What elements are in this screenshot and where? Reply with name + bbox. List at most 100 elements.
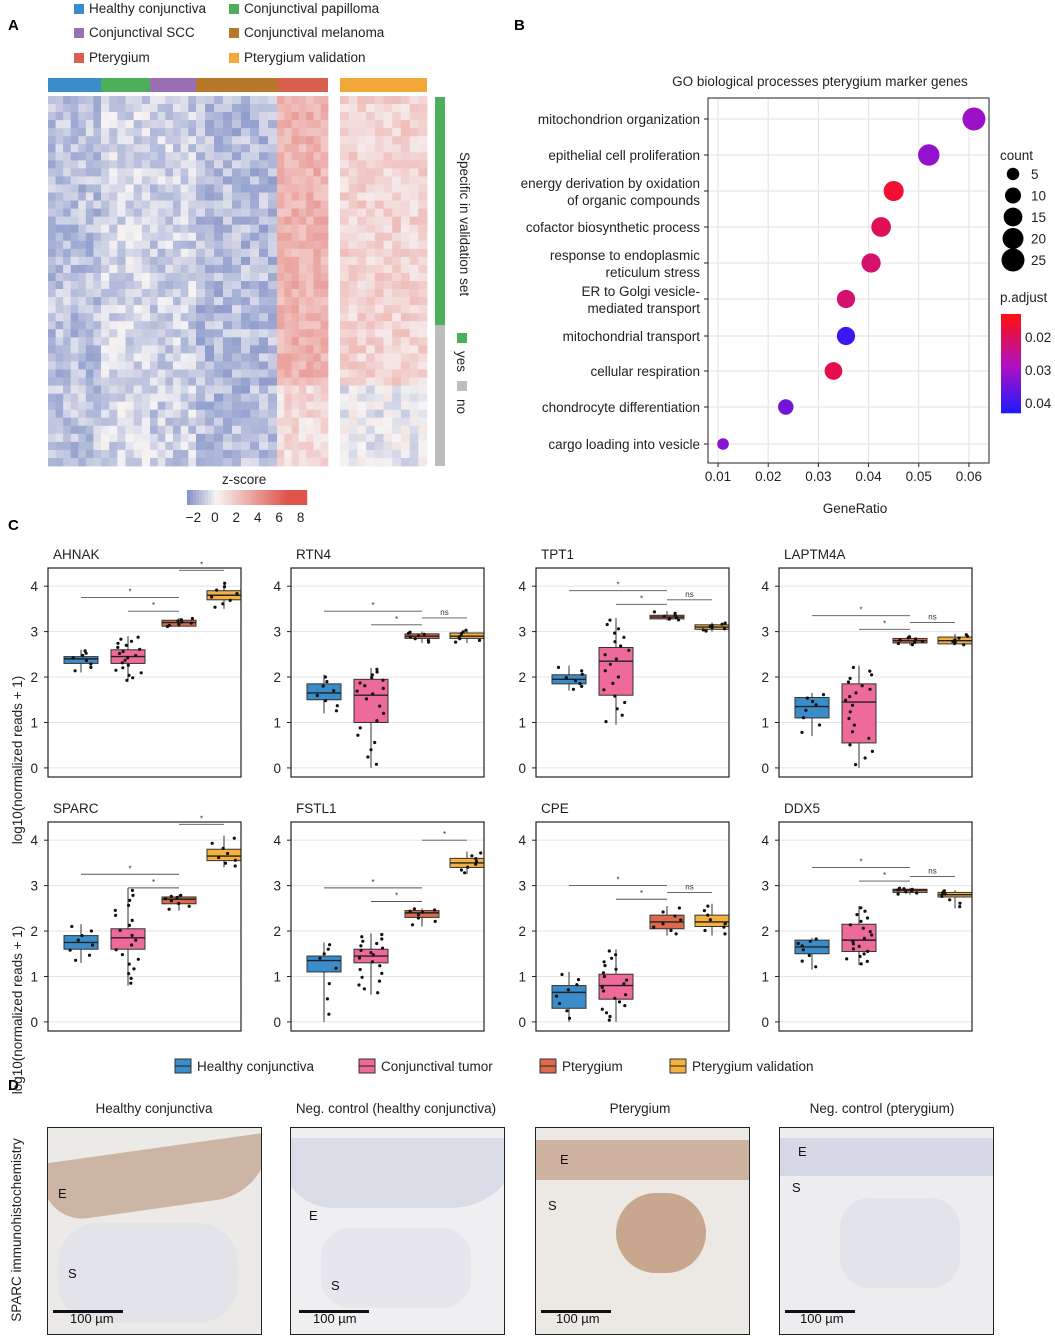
boxplot-ylabel-bottom: log10(normalized reads + 1)	[10, 926, 25, 1094]
heatmap-cell	[366, 272, 376, 282]
heatmap-cell	[409, 168, 419, 177]
heatmap-cell	[109, 248, 118, 258]
box-point	[233, 858, 237, 862]
heatmap-cell	[133, 224, 143, 234]
heatmap-cell	[232, 289, 242, 298]
box-point	[228, 598, 232, 603]
boxplot-ytick-label: 3	[518, 625, 526, 640]
heatmap-cell	[306, 200, 314, 210]
heatmap-cell	[180, 144, 189, 153]
comparison-label: *	[443, 830, 446, 839]
ihc-title-4: Neg. control (pterygium)	[809, 1101, 955, 1116]
heatmap-cell	[157, 144, 166, 153]
heatmap-cell	[409, 152, 419, 161]
side-legend-no-label: no	[454, 399, 469, 414]
heatmap-cell	[85, 289, 94, 298]
heatmap-cell	[383, 136, 393, 145]
colorbar-segment	[232, 490, 236, 505]
heatmap-cell	[298, 449, 307, 459]
heatmap-cell	[133, 385, 143, 395]
go-term-label: mitochondrion organization	[538, 112, 700, 127]
heatmap-cell	[298, 281, 307, 290]
heatmap-cell	[85, 136, 94, 145]
heatmap-cell	[223, 168, 233, 177]
heatmap-cell	[313, 232, 322, 242]
heatmap-cell	[109, 329, 118, 338]
heatmap-cell	[173, 377, 182, 386]
heatmap-cell	[298, 272, 307, 282]
heatmap-cell	[141, 128, 151, 137]
heatmap-cell	[180, 329, 189, 338]
go-term-label: mediated transport	[587, 301, 700, 316]
scale-label: 100 µm	[313, 1311, 357, 1326]
heatmap-cell	[291, 385, 300, 395]
heatmap-cell	[348, 377, 358, 386]
heatmap-cell	[55, 313, 64, 322]
heatmap-cell	[133, 289, 143, 298]
heatmap-cell	[320, 248, 329, 258]
box-point	[851, 942, 856, 946]
heatmap-cell	[165, 345, 174, 354]
heatmap-cell	[55, 128, 64, 137]
heatmap-cell	[223, 353, 233, 362]
heatmap-cell	[268, 441, 278, 451]
heatmap-cell	[141, 96, 151, 105]
ihc-image-pterygium: E S 100 µm	[535, 1127, 750, 1335]
heatmap-cell	[85, 184, 94, 193]
heatmap-cell	[109, 184, 118, 193]
heatmap-cell	[133, 353, 143, 362]
heatmap-cell	[173, 264, 182, 274]
size-legend-label: 5	[1031, 167, 1039, 182]
heatmap-cell	[357, 321, 367, 330]
heatmap-cell	[232, 272, 242, 282]
heatmap-cell	[93, 104, 102, 113]
size-legend-dot	[1002, 228, 1024, 249]
heatmap-cell	[340, 136, 350, 145]
heatmap-cell	[259, 313, 269, 322]
color-legend-segment	[1001, 356, 1021, 361]
box-point	[89, 662, 93, 666]
heatmap-cell	[418, 224, 428, 234]
box-point	[652, 925, 656, 929]
heatmap-cell	[284, 433, 292, 443]
heatmap-cell	[141, 313, 151, 322]
heatmap-cell	[214, 224, 224, 234]
heatmap-cell	[101, 457, 110, 467]
heatmap-cell	[70, 321, 79, 330]
heatmap-cell	[392, 216, 402, 226]
color-legend-label: 0.02	[1025, 330, 1051, 345]
heatmap-cell	[298, 256, 307, 266]
heatmap-cell	[409, 441, 419, 451]
box-point	[800, 730, 804, 735]
heatmap-cell	[392, 425, 402, 435]
heatmap-cell	[63, 329, 72, 338]
heatmap-cell	[306, 96, 314, 105]
box-point	[854, 691, 858, 695]
heatmap-cell	[196, 289, 206, 298]
heatmap-cell	[366, 409, 376, 419]
heatmap-cell	[70, 377, 79, 386]
heatmap-cell	[383, 224, 393, 234]
heatmap-cell	[223, 321, 233, 330]
heatmap-cell	[250, 289, 260, 298]
heatmap-cell	[93, 136, 102, 145]
heatmap-cell	[291, 232, 300, 242]
go-xtick-label: 0.04	[855, 469, 882, 484]
box-point	[863, 909, 867, 913]
heatmap-cell	[357, 184, 367, 193]
heatmap-cell	[180, 305, 189, 314]
heatmap-cell	[250, 176, 260, 185]
heatmap-cell	[133, 337, 143, 346]
box-point	[708, 918, 713, 922]
scale-label: 100 µm	[556, 1311, 600, 1326]
heatmap-cell	[340, 184, 350, 193]
colorbar-segment	[193, 490, 197, 505]
heatmap-cell	[250, 200, 260, 210]
heatmap-cell	[48, 184, 56, 193]
heatmap-cell	[141, 200, 151, 210]
heatmap-cell	[55, 361, 64, 370]
heatmap-cell	[214, 96, 224, 105]
heatmap-cell	[55, 192, 64, 201]
heatmap-group-bar	[101, 78, 150, 92]
colorbar-segment	[208, 490, 212, 505]
